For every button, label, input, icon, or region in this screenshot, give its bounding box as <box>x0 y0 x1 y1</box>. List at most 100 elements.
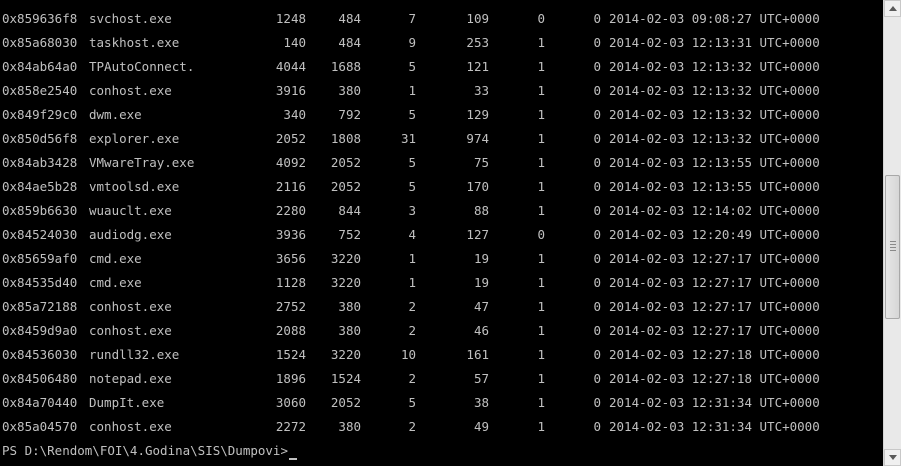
threads: 2 <box>408 419 416 434</box>
process-name: rundll32.exe <box>89 347 180 362</box>
offset: 0x85a04570 <box>2 419 78 434</box>
process-name: TPAutoConnect. <box>89 59 195 74</box>
offset: 0x85659af0 <box>2 251 78 266</box>
start-time: 2014-02-03 12:13:55 UTC+0000 <box>609 179 820 194</box>
session: 1 <box>537 107 545 122</box>
pid: 3936 <box>275 227 306 242</box>
wow64: 0 <box>593 107 601 122</box>
start-time: 2014-02-03 12:13:31 UTC+0000 <box>609 35 820 50</box>
wow64: 0 <box>593 59 601 74</box>
process-name: cmd.exe <box>89 251 142 266</box>
process-name: dwm.exe <box>89 107 142 122</box>
table-row: 0x84535d40 cmd.exe 1128 3220 1 19 1 0 2014-02-03… <box>0 274 883 298</box>
handles: 129 <box>466 107 489 122</box>
table-row: 0x84ab64a0 TPAutoConnect. 4044 1688 5 121 1 0 20… <box>0 58 883 82</box>
process-name: cmd.exe <box>89 275 142 290</box>
wow64: 0 <box>593 35 601 50</box>
process-name: vmtoolsd.exe <box>89 179 180 194</box>
table-row: 0x8459d9a0 conhost.exe 2088 380 2 46 1 0 2014-02… <box>0 322 883 346</box>
session: 1 <box>537 131 545 146</box>
process-name: explorer.exe <box>89 131 180 146</box>
handles: 75 <box>473 155 489 170</box>
scroll-up-button[interactable] <box>884 0 901 17</box>
table-row: 0x84ab3428 VMwareTray.exe 4092 2052 5 75 1 0 201… <box>0 154 883 178</box>
start-time: 2014-02-03 12:20:49 UTC+0000 <box>609 227 820 242</box>
pid: 3916 <box>275 83 306 98</box>
table-row: 0x84524030 audiodg.exe 3936 752 4 127 0 0 2014-0… <box>0 226 883 250</box>
process-name: conhost.exe <box>89 419 172 434</box>
process-name: conhost.exe <box>89 323 172 338</box>
start-time: 2014-02-03 12:13:32 UTC+0000 <box>609 107 820 122</box>
pid: 3656 <box>275 251 306 266</box>
arrow-up-icon <box>889 6 897 11</box>
process-name: notepad.exe <box>89 371 172 386</box>
wow64: 0 <box>593 179 601 194</box>
wow64: 0 <box>593 11 601 26</box>
start-time: 2014-02-03 12:27:17 UTC+0000 <box>609 323 820 338</box>
handles: 49 <box>473 419 489 434</box>
process-name: VMwareTray.exe <box>89 155 195 170</box>
table-row: 0x84536030 rundll32.exe 1524 3220 10 161 1 0 201… <box>0 346 883 370</box>
threads: 9 <box>408 35 416 50</box>
scroll-down-button[interactable] <box>884 449 901 466</box>
process-name: conhost.exe <box>89 83 172 98</box>
threads: 2 <box>408 323 416 338</box>
start-time: 2014-02-03 12:13:32 UTC+0000 <box>609 83 820 98</box>
threads: 4 <box>408 227 416 242</box>
cursor <box>288 458 297 460</box>
ppid: 844 <box>338 203 361 218</box>
start-time: 2014-02-03 09:08:27 UTC+0000 <box>609 11 820 26</box>
ppid: 3220 <box>330 251 361 266</box>
session: 1 <box>537 299 545 314</box>
start-time: 2014-02-03 12:13:55 UTC+0000 <box>609 155 820 170</box>
threads: 10 <box>400 347 416 362</box>
session: 1 <box>537 155 545 170</box>
table-row: 0x84a70440 DumpIt.exe 3060 2052 5 38 1 0 2014-02… <box>0 394 883 418</box>
table-row: 0x85a04570 conhost.exe 2272 380 2 49 1 0 2014-02… <box>0 418 883 442</box>
session: 1 <box>537 203 545 218</box>
threads: 5 <box>408 59 416 74</box>
wow64: 0 <box>593 83 601 98</box>
process-name: conhost.exe <box>89 299 172 314</box>
threads: 3 <box>408 203 416 218</box>
threads: 1 <box>408 275 416 290</box>
threads: 5 <box>408 107 416 122</box>
process-name: taskhost.exe <box>89 35 180 50</box>
pid: 4044 <box>275 59 306 74</box>
handles: 170 <box>466 179 489 194</box>
session: 0 <box>537 227 545 242</box>
process-list: 0x859636f8 svchost.exe 1248 484 7 109 0 0 2014-0… <box>0 10 883 442</box>
pid: 2280 <box>275 203 306 218</box>
pid: 140 <box>283 35 306 50</box>
offset: 0x8459d9a0 <box>2 323 78 338</box>
ppid: 752 <box>338 227 361 242</box>
table-row: 0x850d56f8 explorer.exe 2052 1808 31 974 1 0 201… <box>0 130 883 154</box>
offset: 0x85a72188 <box>2 299 78 314</box>
command-prompt[interactable]: PS D:\Rendom\FOI\4.Godina\SIS\Dumpovi> <box>2 442 297 460</box>
table-row: 0x858e2540 conhost.exe 3916 380 1 33 1 0 2014-02… <box>0 82 883 106</box>
threads: 2 <box>408 299 416 314</box>
offset: 0x850d56f8 <box>2 131 78 146</box>
wow64: 0 <box>593 419 601 434</box>
ppid: 2052 <box>330 395 361 410</box>
start-time: 2014-02-03 12:13:32 UTC+0000 <box>609 59 820 74</box>
pid: 2752 <box>275 299 306 314</box>
threads: 5 <box>408 395 416 410</box>
start-time: 2014-02-03 12:27:18 UTC+0000 <box>609 371 820 386</box>
offset: 0x84506480 <box>2 371 78 386</box>
ppid: 2052 <box>330 179 361 194</box>
offset: 0x858e2540 <box>2 83 78 98</box>
vertical-scrollbar[interactable] <box>883 0 901 466</box>
ppid: 484 <box>338 11 361 26</box>
session: 1 <box>537 275 545 290</box>
pid: 4092 <box>275 155 306 170</box>
pid: 340 <box>283 107 306 122</box>
start-time: 2014-02-03 12:27:17 UTC+0000 <box>609 275 820 290</box>
process-name: svchost.exe <box>89 11 172 26</box>
handles: 88 <box>473 203 489 218</box>
scroll-thumb[interactable] <box>885 175 900 320</box>
offset: 0x84a70440 <box>2 395 78 410</box>
pid: 3060 <box>275 395 306 410</box>
session: 1 <box>537 395 545 410</box>
